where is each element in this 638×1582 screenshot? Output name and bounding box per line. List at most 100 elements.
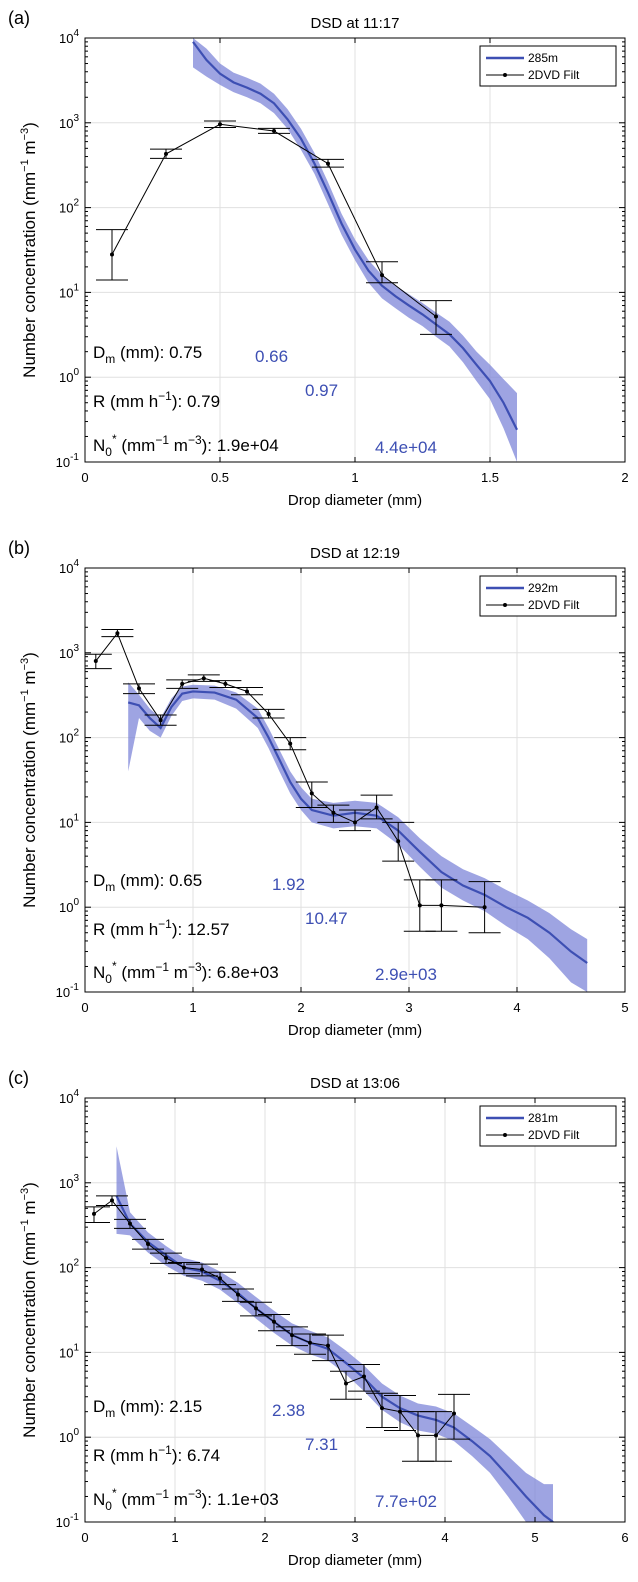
radar-dsd-line — [192, 41, 518, 431]
y-tick-label: 101 — [59, 1342, 79, 1360]
2dvd-point — [158, 718, 163, 723]
2dvd-point — [182, 1265, 186, 1270]
y-tick-label: 102 — [59, 198, 79, 216]
2dvd-point — [92, 1211, 96, 1216]
x-tick-label: 2 — [621, 470, 628, 485]
2dvd-point — [374, 805, 379, 810]
x-tick-label: 4 — [513, 1000, 520, 1015]
y-axis-label: Number concentration (mm−1 m−3) — [19, 652, 39, 908]
radar-uncertainty-band — [128, 682, 588, 992]
dm-annotation: Dm (mm): 0.65 — [93, 871, 202, 894]
x-tick-label: 0 — [81, 1530, 88, 1545]
legend-2dvd-label: 2DVD Filt — [528, 1128, 580, 1142]
x-axis-label: Drop diameter (mm) — [288, 1022, 422, 1039]
2dvd-point — [115, 631, 120, 636]
2dvd-point — [439, 903, 444, 908]
n0-annotation: N0* (mm−1 m−3): 6.8e+03 — [93, 959, 279, 986]
legend-radar-label: 281m — [528, 1111, 558, 1125]
2dvd-point — [200, 1267, 204, 1272]
2dvd-point — [288, 741, 293, 746]
2dvd-point — [110, 252, 114, 257]
chart-panel-2: 0 1 2 3 4 5 10-1 100 101 102 103 104 (b) DSD at 12:19… — [8, 538, 629, 1039]
x-tick-label: 0.5 — [211, 470, 229, 485]
x-tick-label: 5 — [621, 1000, 628, 1015]
chart-panel-3: 0 1 2 3 4 5 6 10-1 100 101 102 103 104 (c) DSD at 13:0… — [8, 1068, 629, 1569]
2dvd-point — [482, 905, 487, 910]
dm-annotation: Dm (mm): 2.15 — [93, 1397, 202, 1420]
2dvd-point — [93, 659, 98, 664]
legend-2dvd-marker — [503, 603, 507, 607]
x-tick-label: 1 — [189, 1000, 196, 1015]
2dvd-point — [266, 711, 271, 716]
2dvd-point — [380, 1406, 384, 1411]
plot-area — [85, 1146, 554, 1522]
y-tick-label: 103 — [59, 643, 79, 661]
n0-annotation: N0* (mm−1 m−3): 1.1e+03 — [93, 1486, 279, 1513]
2dvd-point — [164, 1255, 168, 1260]
2dvd-point — [396, 839, 401, 844]
2dvd-point — [290, 1333, 294, 1338]
rain-rate-radar-value: 7.31 — [305, 1435, 338, 1454]
2dvd-point — [309, 791, 314, 796]
n0-annotation: N0* (mm−1 m−3): 1.9e+04 — [93, 432, 279, 459]
legend-box — [479, 45, 617, 87]
chart-title: DSD at 12:19 — [310, 545, 400, 562]
2dvd-point — [434, 314, 438, 319]
chart-title: DSD at 11:17 — [311, 15, 400, 32]
y-tick-label: 102 — [59, 1258, 79, 1276]
2dvd-point — [180, 681, 185, 686]
x-tick-label: 2 — [297, 1000, 304, 1015]
dm-annotation: Dm (mm): 0.75 — [93, 343, 202, 366]
plot-area — [85, 629, 588, 992]
n0-radar-value: 2.9e+03 — [375, 965, 437, 984]
2dvd-line — [95, 632, 485, 908]
x-axis-label: Drop diameter (mm) — [288, 492, 422, 509]
legend: 285m 2DVD Filt — [479, 45, 617, 87]
legend-box — [479, 575, 617, 617]
2dvd-point — [398, 1409, 402, 1414]
2dvd-point — [146, 1241, 150, 1246]
2dvd-point — [272, 1319, 276, 1324]
chart-panel-1: 0 0.5 1 1.5 2 10-1 100 101 102 103 104 (a) DSD at 11… — [8, 8, 629, 509]
x-tick-label: 2 — [261, 1530, 268, 1545]
y-tick-label: 104 — [59, 1088, 79, 1106]
y-tick-label: 104 — [59, 558, 79, 576]
y-tick-label: 104 — [59, 28, 79, 46]
y-tick-label: 100 — [59, 897, 79, 915]
2dvd-point — [326, 1343, 330, 1348]
y-tick-label: 102 — [59, 728, 79, 746]
x-axis-label: Drop diameter (mm) — [288, 1552, 422, 1569]
legend-radar-label: 292m — [528, 581, 558, 595]
2dvd-point — [380, 273, 384, 278]
y-tick-label: 100 — [59, 367, 79, 385]
n0-radar-value: 4.4e+04 — [375, 438, 437, 457]
2dvd-point — [344, 1381, 348, 1386]
legend-2dvd-marker — [503, 73, 507, 77]
2dvd-point — [137, 686, 141, 691]
2dvd-point — [272, 129, 276, 134]
plot-frame — [84, 567, 626, 993]
legend: 281m 2DVD Filt — [479, 1105, 617, 1147]
y-tick-label: 101 — [59, 812, 79, 830]
radar-dsd-line — [127, 690, 588, 964]
x-tick-label: 1 — [171, 1530, 178, 1545]
panel-label: (c) — [8, 1068, 29, 1088]
2dvd-point — [331, 810, 336, 815]
x-tick-label: 3 — [405, 1000, 412, 1015]
rain-rate-radar-value: 0.97 — [305, 381, 338, 400]
y-tick-label: 100 — [59, 1427, 79, 1445]
y-tick-label: 10-1 — [56, 452, 80, 470]
2dvd-point — [201, 676, 206, 681]
dm-radar-value: 0.66 — [255, 347, 288, 366]
2dvd-point — [416, 1433, 420, 1438]
2dvd-point — [245, 689, 249, 694]
2dvd-point — [223, 681, 228, 686]
legend: 292m 2DVD Filt — [479, 575, 617, 617]
dm-radar-value: 2.38 — [272, 1401, 305, 1420]
y-tick-label: 103 — [59, 113, 79, 131]
2dvd-point — [218, 122, 222, 127]
x-tick-label: 6 — [621, 1530, 628, 1545]
2dvd-point — [452, 1411, 456, 1416]
y-tick-label: 103 — [59, 1173, 79, 1191]
rain-rate-annotation: R (mm h−1): 6.74 — [93, 1443, 220, 1465]
